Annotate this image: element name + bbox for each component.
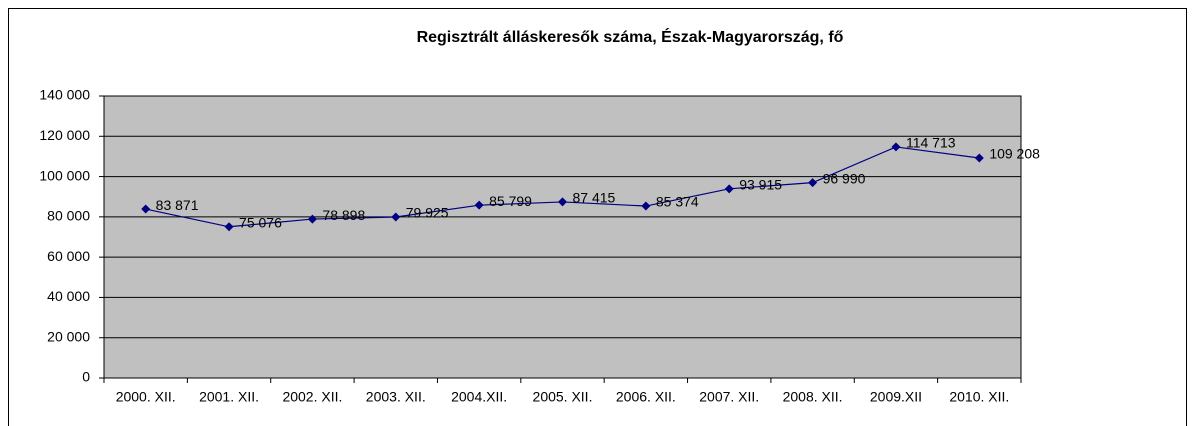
plot-area xyxy=(103,95,1022,379)
y-tick-label: 80 000 xyxy=(47,208,90,224)
x-tick-label: 2007. XII. xyxy=(699,389,759,405)
x-tick-label: 2005. XII. xyxy=(533,389,593,405)
data-label: 87 415 xyxy=(573,190,616,206)
x-tick-label: 2010. XII. xyxy=(949,389,1009,405)
marker xyxy=(474,200,484,210)
data-label: 85 374 xyxy=(656,194,699,210)
marker xyxy=(141,204,151,214)
marker xyxy=(974,153,984,163)
marker xyxy=(391,212,401,222)
y-tick-label: 40 000 xyxy=(47,288,90,304)
data-label: 83 871 xyxy=(156,197,199,213)
marker xyxy=(224,222,234,232)
x-tick-label: 2004.XII. xyxy=(451,389,507,405)
y-tick-label: 20 000 xyxy=(47,328,90,344)
chart-title: Regisztrált álláskeresők száma, Észak-Ma… xyxy=(417,27,844,46)
data-label: 79 925 xyxy=(406,205,449,221)
marker xyxy=(641,201,651,211)
y-tick-label: 120 000 xyxy=(39,127,90,143)
marker xyxy=(724,184,734,194)
y-tick-label: 140 000 xyxy=(39,87,90,103)
marker xyxy=(307,214,317,224)
x-tick-label: 2008. XII. xyxy=(783,389,843,405)
data-label: 96 990 xyxy=(823,170,866,186)
data-label: 85 799 xyxy=(489,193,532,209)
marker xyxy=(558,197,567,207)
x-tick-label: 2002. XII. xyxy=(282,389,342,405)
marker xyxy=(891,142,901,152)
x-tick-label: 2009.XII xyxy=(870,389,922,405)
y-tick-label: 60 000 xyxy=(47,248,90,264)
data-label: 93 915 xyxy=(739,177,782,193)
y-tick-label: 0 xyxy=(82,369,90,385)
x-tick-label: 2001. XII. xyxy=(199,389,259,405)
marker xyxy=(808,178,818,188)
data-label: 114 713 xyxy=(906,135,956,151)
x-tick-label: 2000. XII. xyxy=(116,389,176,405)
data-label: 78 898 xyxy=(322,207,365,223)
x-tick-label: 2006. XII. xyxy=(616,389,676,405)
x-tick-label: 2003. XII. xyxy=(366,389,426,405)
data-label: 75 076 xyxy=(239,214,282,230)
data-label: 109 208 xyxy=(989,146,1040,162)
y-tick-label: 100 000 xyxy=(39,167,90,183)
